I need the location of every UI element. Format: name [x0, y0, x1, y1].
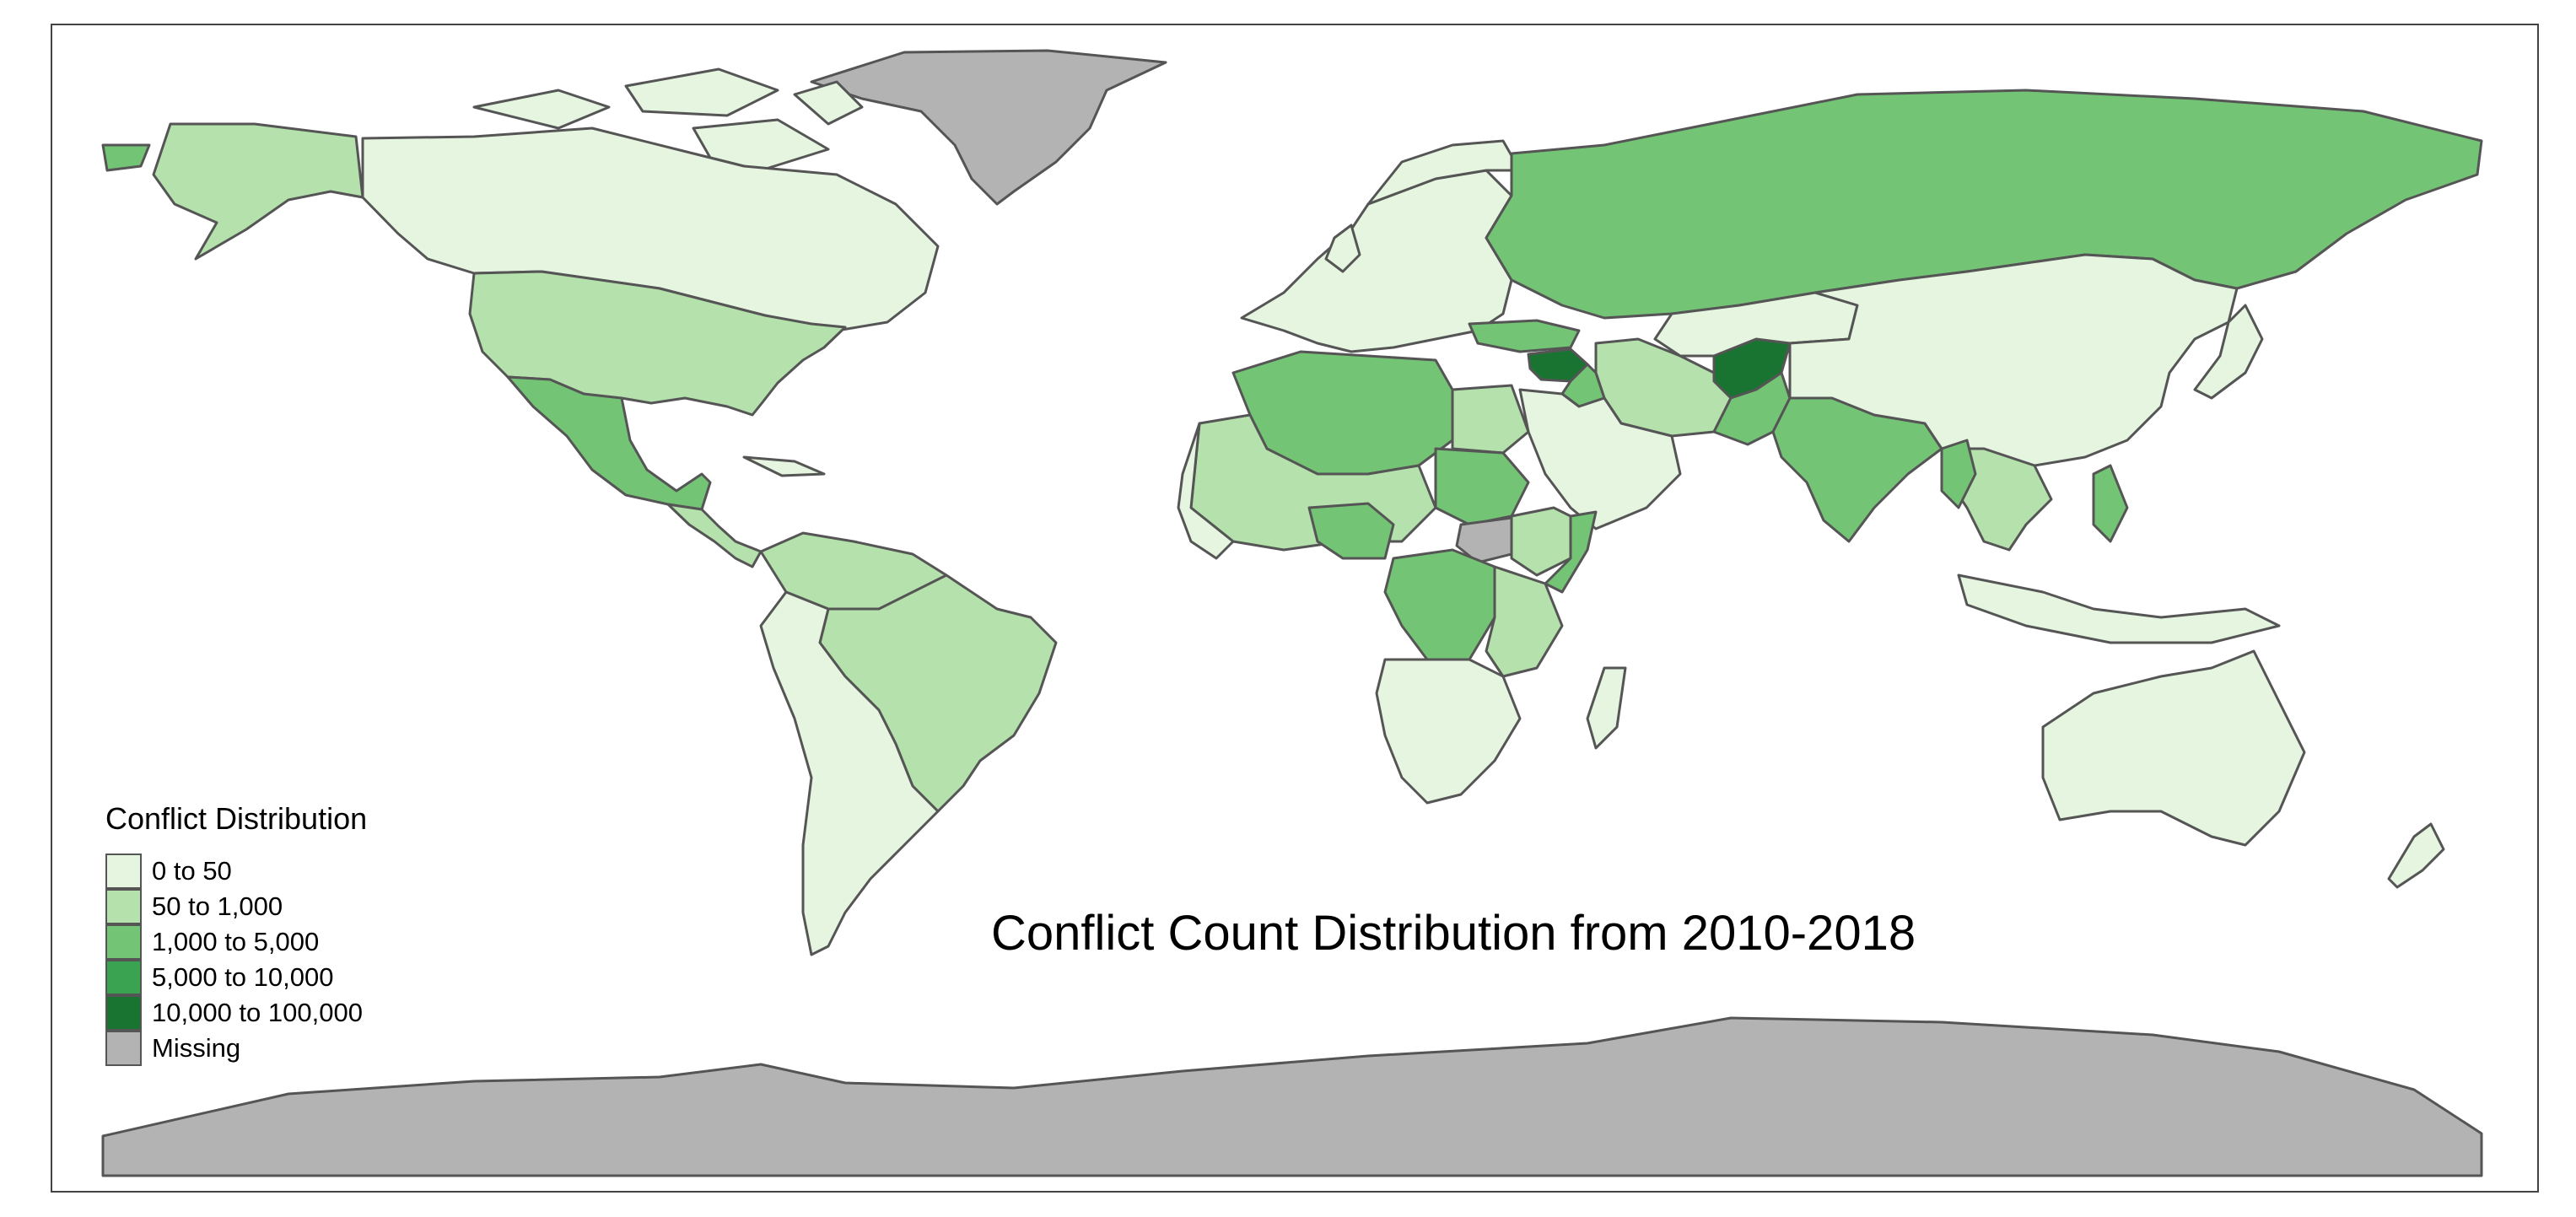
region-arabia	[1518, 388, 1682, 530]
world-choropleth-map	[101, 49, 2483, 1177]
legend-swatch	[105, 1031, 142, 1066]
region-madagascar	[1586, 666, 1627, 750]
region-andes	[759, 590, 940, 956]
legend-item: 0 to 50	[105, 854, 367, 889]
region-japan	[2193, 304, 2264, 400]
map-frame	[51, 24, 2539, 1193]
legend-items: 0 to 50 50 to 1,000 1,000 to 5,000 5,000 to…	[105, 854, 367, 1066]
region-southern-africa	[1375, 658, 1522, 805]
region-chukotka	[101, 143, 151, 172]
region-myanmar	[1940, 439, 1977, 509]
legend-label: 50 to 1,000	[152, 891, 283, 921]
region-somalia	[1544, 510, 1598, 594]
region-canada-islands	[472, 67, 864, 172]
region-mexico	[506, 375, 712, 511]
legend-item: 5,000 to 10,000	[105, 960, 367, 995]
legend-item: 10,000 to 100,000	[105, 995, 367, 1031]
region-uk	[1324, 223, 1361, 273]
region-cuba	[742, 455, 826, 477]
region-new-zealand	[2387, 822, 2445, 889]
region-china	[1788, 253, 2239, 467]
legend-item: 1,000 to 5,000	[105, 924, 367, 960]
map-title: Conflict Count Distribution from 2010-20…	[991, 906, 1916, 961]
legend-label: 0 to 50	[152, 856, 232, 886]
legend-item: 50 to 1,000	[105, 889, 367, 924]
legend-label: 1,000 to 5,000	[152, 927, 320, 956]
region-canada	[361, 127, 940, 332]
region-indonesia	[1957, 573, 2281, 644]
region-south-sudan	[1455, 516, 1513, 564]
region-sudan	[1434, 447, 1530, 526]
region-west-coast	[1177, 422, 1235, 560]
region-central-america	[666, 503, 763, 568]
legend-swatch	[105, 960, 142, 995]
legend-label: 10,000 to 100,000	[152, 998, 363, 1027]
region-alaska	[152, 122, 364, 261]
region-philippines	[2092, 464, 2129, 543]
legend-swatch	[105, 889, 142, 924]
legend-swatch	[105, 854, 142, 889]
region-antarctica	[101, 1016, 2483, 1177]
region-greenland	[810, 49, 1167, 206]
legend-swatch	[105, 924, 142, 960]
legend-title: Conflict Distribution	[105, 801, 368, 836]
legend-item: Missing	[105, 1031, 367, 1066]
region-nigeria	[1307, 502, 1395, 560]
region-east-africa	[1485, 565, 1564, 678]
legend-label: Missing	[152, 1033, 241, 1063]
region-egypt	[1451, 384, 1530, 455]
legend: Conflict Distribution 0 to 50 50 to 1,000…	[105, 801, 367, 1066]
legend-label: 5,000 to 10,000	[152, 962, 334, 992]
region-australia	[2041, 649, 2306, 847]
legend-swatch	[105, 995, 142, 1031]
region-drc	[1383, 548, 1496, 661]
region-turkey	[1468, 319, 1581, 353]
